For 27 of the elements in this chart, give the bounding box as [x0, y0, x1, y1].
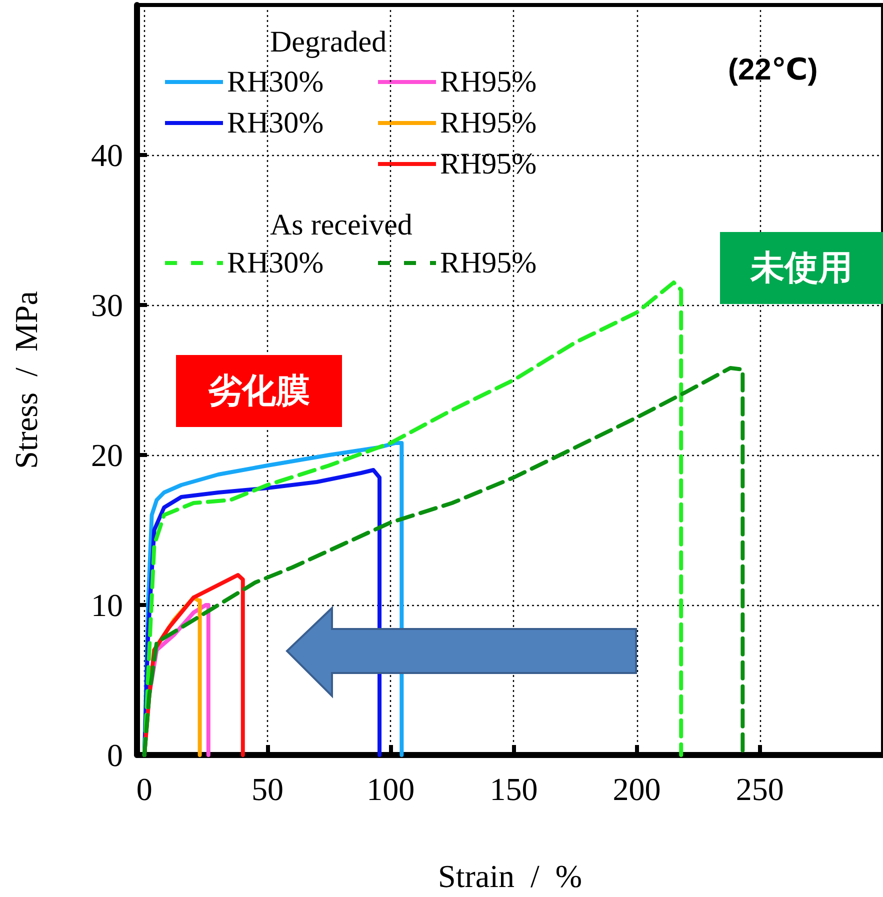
legend-label: RH30% [227, 106, 324, 140]
legend-label: RH30% [227, 66, 324, 98]
annotation: 劣化膜 [208, 372, 310, 410]
y-tick-label: 20 [91, 437, 123, 473]
annotation: 未使用 [750, 249, 852, 287]
line-series [142, 366, 745, 757]
x-tick-label: 250 [736, 771, 784, 807]
annotation: Degraded [270, 26, 387, 58]
x-tick-label: 200 [612, 771, 661, 807]
y-tick-label: 30 [91, 287, 123, 323]
x-tick-label: 0 [136, 771, 152, 807]
y-tick-label: 40 [91, 137, 123, 173]
y-axis-title: Stress / MPa [8, 291, 44, 469]
legend-label: RH30% [227, 246, 324, 280]
annotation: As received [270, 208, 412, 242]
x-tick-label: 100 [366, 771, 415, 807]
line-series [142, 280, 684, 757]
legend-label: RH95% [440, 106, 537, 140]
x-axis-title: Strain / % [438, 858, 582, 894]
annotation: (22℃) [728, 54, 818, 86]
legend-label: RH95% [440, 148, 537, 180]
legend-label: RH95% [440, 66, 537, 98]
x-tick-label: 50 [251, 771, 284, 807]
y-tick-label: 0 [107, 737, 123, 773]
legend-label: RH95% [440, 246, 537, 280]
y-tick-label: 10 [91, 587, 123, 623]
x-tick-label: 150 [490, 771, 538, 807]
